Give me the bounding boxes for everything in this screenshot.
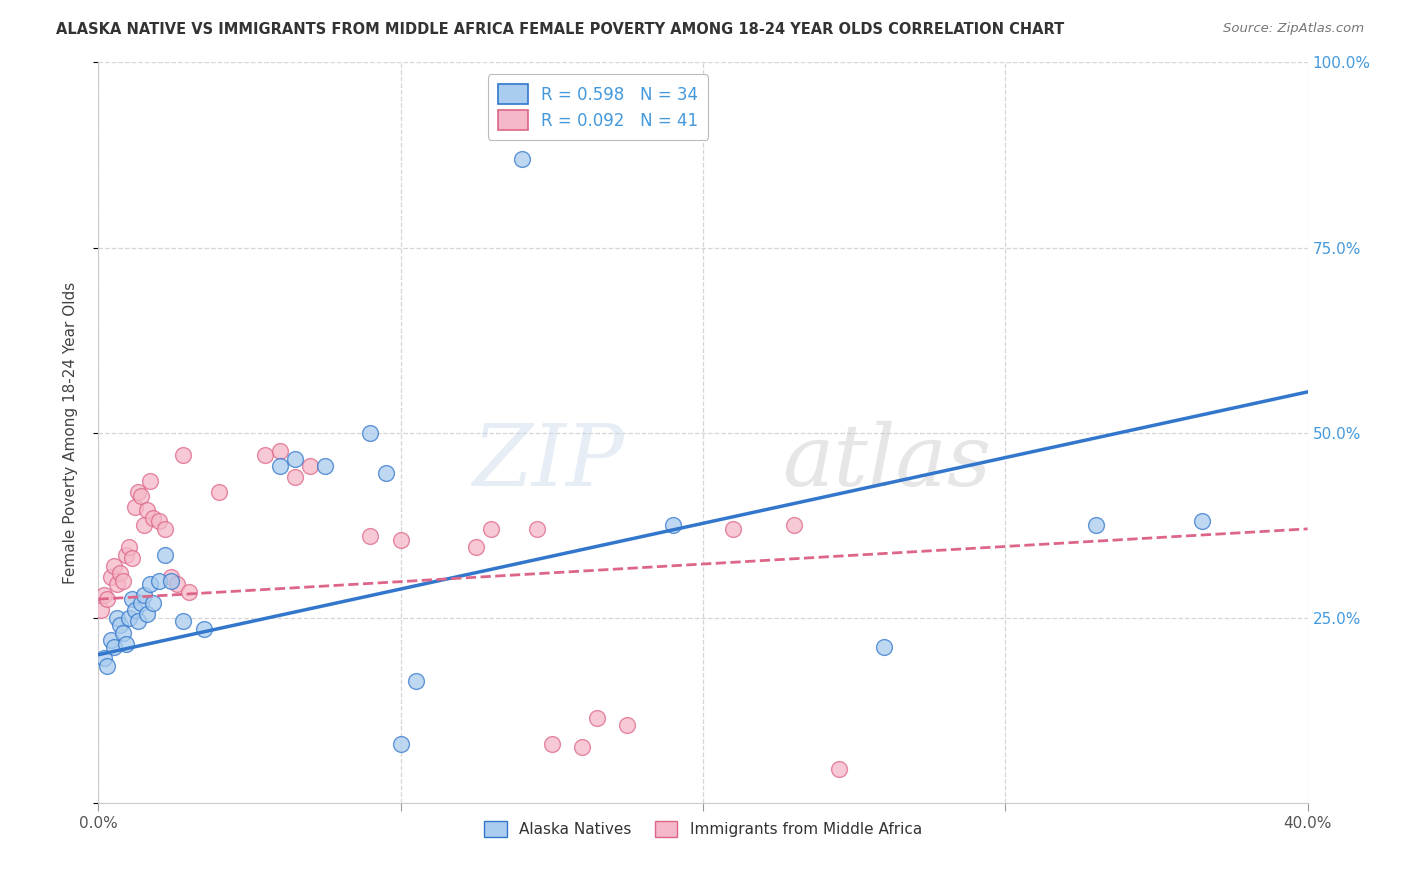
Point xyxy=(284,470,307,484)
Point xyxy=(132,518,155,533)
Point xyxy=(586,711,609,725)
Point xyxy=(166,577,188,591)
Point xyxy=(160,574,183,588)
Point xyxy=(269,458,291,473)
Text: ZIP: ZIP xyxy=(472,421,624,504)
Point xyxy=(129,489,152,503)
Text: ALASKA NATIVE VS IMMIGRANTS FROM MIDDLE AFRICA FEMALE POVERTY AMONG 18-24 YEAR O: ALASKA NATIVE VS IMMIGRANTS FROM MIDDLE … xyxy=(56,22,1064,37)
Point xyxy=(121,592,143,607)
Point xyxy=(148,574,170,588)
Point xyxy=(139,577,162,591)
Text: Source: ZipAtlas.com: Source: ZipAtlas.com xyxy=(1223,22,1364,36)
Point xyxy=(124,603,146,617)
Point xyxy=(510,152,533,166)
Point xyxy=(121,551,143,566)
Point xyxy=(172,448,194,462)
Point xyxy=(139,474,162,488)
Point xyxy=(616,718,638,732)
Point xyxy=(100,570,122,584)
Point xyxy=(114,548,136,562)
Point xyxy=(873,640,896,655)
Point xyxy=(108,566,131,581)
Text: atlas: atlas xyxy=(782,421,991,504)
Point xyxy=(135,503,157,517)
Point xyxy=(103,558,125,573)
Point xyxy=(253,448,276,462)
Point xyxy=(105,577,128,591)
Point xyxy=(284,451,307,466)
Point xyxy=(96,592,118,607)
Point xyxy=(360,529,382,543)
Point xyxy=(389,533,412,547)
Point xyxy=(783,518,806,533)
Point xyxy=(142,596,165,610)
Point xyxy=(108,618,131,632)
Point xyxy=(142,510,165,524)
Point xyxy=(118,541,141,555)
Point xyxy=(465,541,488,555)
Point xyxy=(96,658,118,673)
Point xyxy=(114,637,136,651)
Point xyxy=(100,632,122,647)
Point xyxy=(105,610,128,624)
Point xyxy=(179,584,201,599)
Point xyxy=(540,737,562,751)
Point xyxy=(90,603,112,617)
Point xyxy=(526,522,548,536)
Point xyxy=(661,518,683,533)
Point xyxy=(1191,515,1213,529)
Point xyxy=(153,548,176,562)
Point xyxy=(111,574,134,588)
Point xyxy=(127,615,149,629)
Legend: Alaska Natives, Immigrants from Middle Africa: Alaska Natives, Immigrants from Middle A… xyxy=(478,815,928,843)
Point xyxy=(571,740,593,755)
Point xyxy=(405,673,427,688)
Point xyxy=(132,589,155,603)
Point xyxy=(193,622,215,636)
Point xyxy=(93,651,115,665)
Point xyxy=(127,484,149,499)
Point xyxy=(103,640,125,655)
Point xyxy=(111,625,134,640)
Point xyxy=(118,610,141,624)
Point xyxy=(389,737,412,751)
Point xyxy=(299,458,322,473)
Point xyxy=(148,515,170,529)
Point xyxy=(723,522,745,536)
Point xyxy=(160,570,183,584)
Point xyxy=(129,596,152,610)
Point xyxy=(93,589,115,603)
Point xyxy=(374,467,396,481)
Y-axis label: Female Poverty Among 18-24 Year Olds: Female Poverty Among 18-24 Year Olds xyxy=(63,282,77,583)
Point xyxy=(124,500,146,514)
Point xyxy=(1085,518,1108,533)
Point xyxy=(269,444,291,458)
Point xyxy=(135,607,157,621)
Point xyxy=(172,615,194,629)
Point xyxy=(314,458,336,473)
Point xyxy=(481,522,503,536)
Point xyxy=(360,425,382,440)
Point xyxy=(208,484,231,499)
Point xyxy=(153,522,176,536)
Point xyxy=(828,763,851,777)
